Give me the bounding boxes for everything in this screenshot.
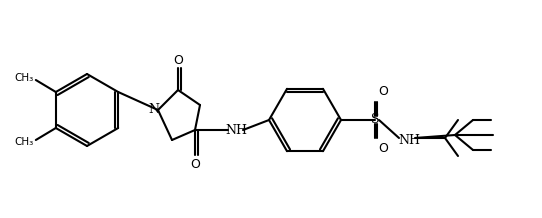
Text: S: S (371, 114, 379, 126)
Text: O: O (173, 53, 183, 66)
Text: O: O (378, 141, 388, 155)
Text: CH₃: CH₃ (15, 73, 34, 83)
Text: N: N (149, 104, 159, 116)
Text: O: O (190, 157, 200, 170)
Text: CH₃: CH₃ (15, 137, 34, 147)
Text: O: O (378, 85, 388, 99)
Text: NH: NH (398, 133, 420, 146)
Text: NH: NH (225, 124, 247, 136)
